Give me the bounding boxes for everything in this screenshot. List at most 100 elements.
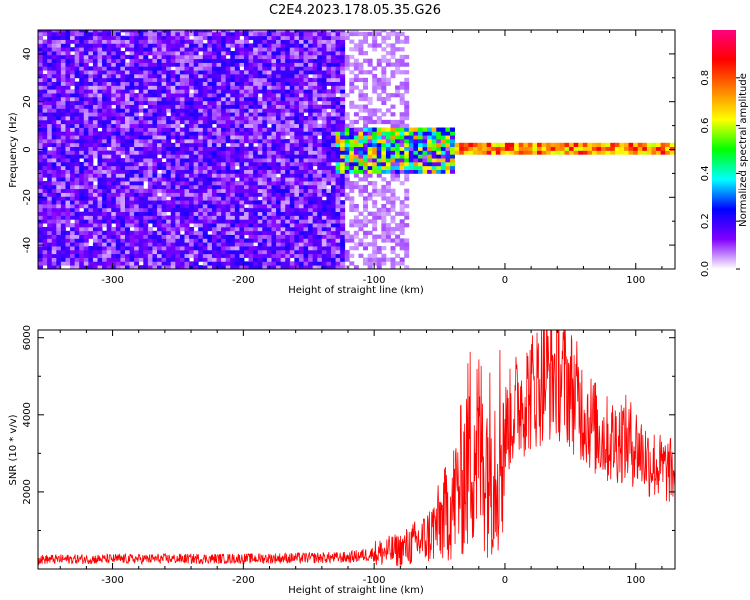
spectrogram-cell [317, 188, 323, 193]
spectrogram-cell [111, 127, 117, 132]
spectrogram-cell [312, 138, 318, 144]
spectrogram-cell [216, 138, 222, 144]
spectrogram-cell [179, 200, 185, 205]
spectrogram-cell [248, 211, 254, 216]
spectrogram-cell [42, 158, 48, 163]
spectrogram-cell [340, 161, 346, 167]
spectrogram-cell [65, 58, 71, 63]
spectrogram-cell [298, 108, 304, 113]
spectrogram-cell [280, 54, 286, 60]
spectrogram-cell [60, 196, 66, 201]
spectrogram-cell [120, 116, 126, 121]
spectrogram-cell [207, 85, 213, 90]
spectrogram-cell [193, 184, 199, 190]
spectrogram-cell [651, 142, 657, 148]
spectrogram-cell [308, 43, 314, 48]
spectrogram-cell [239, 108, 245, 113]
spectrogram-cell [326, 54, 332, 60]
spectrogram-cell [257, 119, 263, 125]
spectrogram-cell [216, 108, 222, 113]
spectrogram-cell [193, 47, 199, 52]
spectrogram-cell [161, 127, 167, 132]
spectrogram-cell [166, 138, 172, 144]
spectrogram-cell [129, 257, 135, 262]
spectrogram-cell [285, 146, 291, 151]
spectrogram-cell [60, 135, 66, 140]
spectrogram-cell [175, 257, 181, 262]
spectrogram-cell [239, 242, 245, 247]
spectrogram-cell [285, 54, 291, 60]
spectrogram-cell [166, 246, 172, 251]
spectrogram-cell [372, 131, 378, 136]
spectrogram-cell [193, 249, 199, 255]
spectrogram-cell [257, 158, 263, 163]
spectrogram-cell [202, 150, 208, 155]
spectrogram-cell [445, 146, 451, 151]
spectrogram-cell [244, 123, 249, 128]
spectrogram-cell [170, 265, 176, 269]
spectrogram-cell [404, 188, 410, 193]
spectrogram-cell [363, 223, 369, 228]
spectrogram-cell [184, 54, 190, 60]
spectrogram-cell [74, 70, 80, 75]
spectrogram-cell [450, 150, 456, 155]
spectrogram-cell [317, 219, 323, 224]
spectrogram-cell [326, 177, 332, 182]
spectrogram-cell [289, 47, 295, 52]
spectrogram-cell [225, 226, 231, 232]
spectrogram-cell [376, 161, 382, 167]
spectrogram-cell [335, 138, 341, 144]
spectrogram-cell [221, 150, 227, 155]
spectrogram-cell [427, 165, 433, 170]
spectrogram-cell [349, 70, 355, 75]
spectrogram-cell [106, 226, 112, 232]
spectrogram-cell [335, 200, 341, 205]
spectrogram-cell [450, 142, 456, 148]
spectrogram-cell [271, 238, 277, 243]
spectrogram-cell [234, 54, 240, 60]
spectrogram-cell [211, 96, 217, 102]
spectrogram-cell [88, 223, 94, 228]
spectrogram-cell [390, 200, 396, 205]
spectrogram-cell [170, 249, 176, 255]
spectrogram-cell [134, 207, 140, 213]
spectrogram-cell [582, 146, 588, 151]
spectrogram-cell [404, 108, 410, 113]
spectrogram-cell [115, 261, 121, 266]
spectrogram-cell [450, 127, 456, 132]
spectrogram-cell [340, 131, 346, 136]
spectrogram-cell [83, 54, 89, 60]
spectrogram-cell [202, 85, 208, 90]
spectrogram-cell [120, 184, 126, 190]
spectrogram-cell [70, 135, 76, 140]
spectrogram-cell [312, 47, 318, 52]
spectrogram-cell [244, 207, 249, 213]
spectrogram-cell [211, 207, 217, 213]
spectrogram-cell [179, 108, 185, 113]
spectrogram-cell [234, 100, 240, 105]
spectrogram-cell [152, 184, 158, 190]
spectrogram-cell [74, 253, 80, 258]
spectrogram-cell [175, 188, 181, 193]
spectrogram-cell [74, 138, 80, 144]
spectrogram-cell [79, 47, 85, 52]
spectrogram-cell [289, 158, 295, 163]
spectrogram-cell [166, 265, 172, 269]
spectrogram-cell [65, 81, 71, 86]
spectrogram-cell [363, 184, 369, 190]
spectrogram-cell [138, 158, 144, 163]
spectrogram-cell [120, 215, 126, 220]
spectrogram-cell [262, 161, 268, 167]
spectrogram-cell [308, 184, 314, 190]
spectrogram-cell [211, 249, 217, 255]
spectrogram-cell [225, 265, 231, 269]
spectrogram-cell [38, 135, 43, 140]
spectrogram-cell [353, 30, 359, 33]
spectrogram-cell [111, 93, 117, 98]
spectrogram-cell [175, 173, 181, 178]
spectrogram-cell [390, 249, 396, 255]
spectrogram-cell [207, 154, 213, 159]
spectrogram-cell [326, 234, 332, 239]
spectrogram-cell [211, 181, 217, 186]
spectrogram-cell [38, 112, 43, 117]
